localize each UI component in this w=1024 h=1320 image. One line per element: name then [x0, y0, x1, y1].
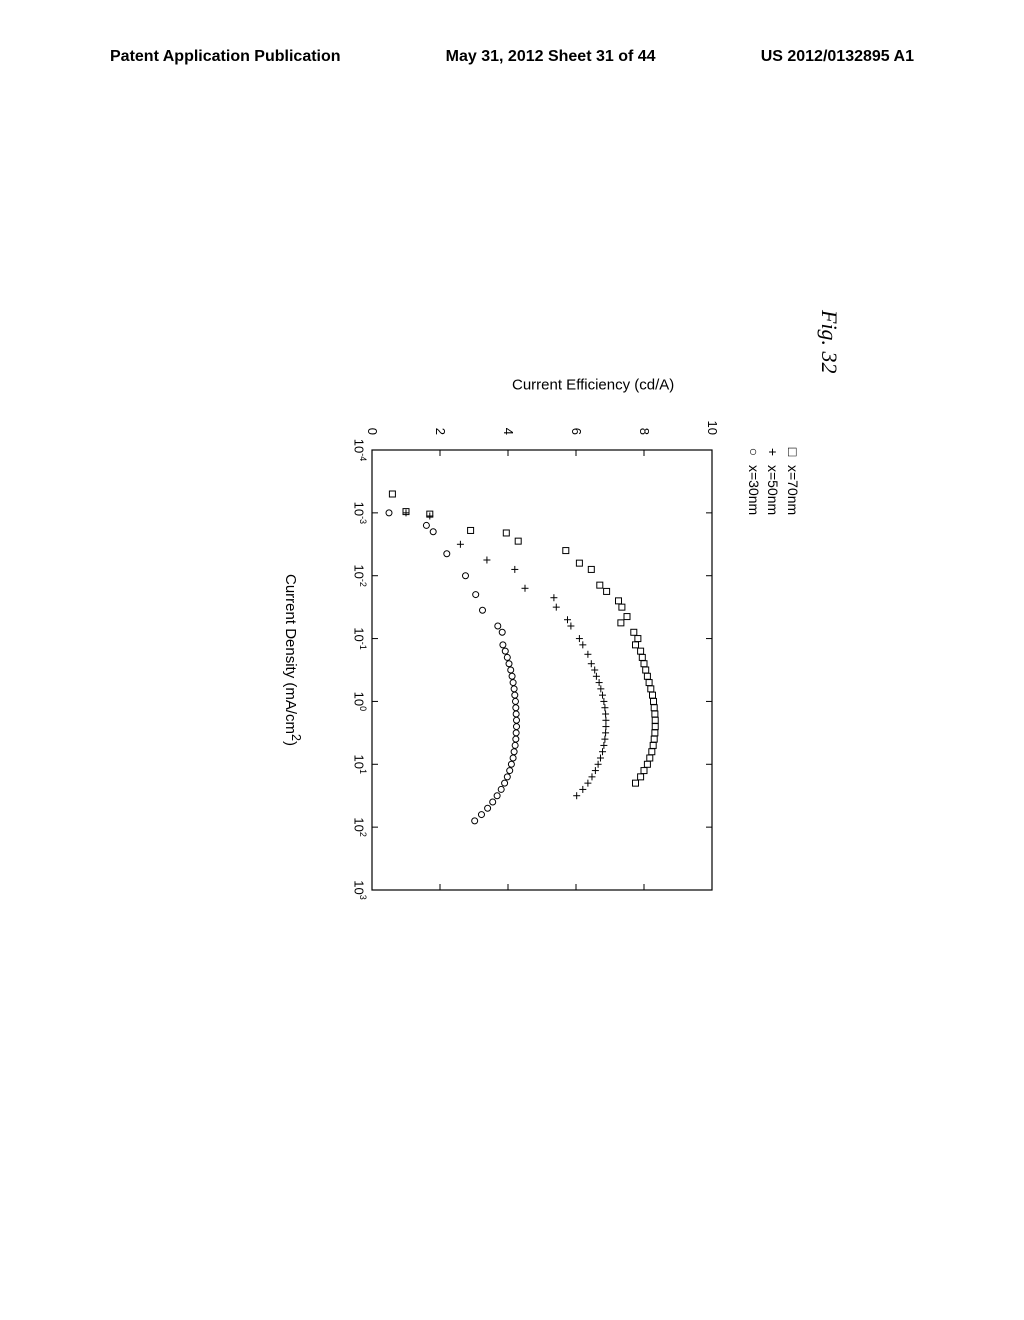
x-tick-label: 100	[352, 686, 368, 716]
efficiency-chart	[342, 440, 722, 900]
legend: □ x=70nm + x=50nm ○ x=30nm	[743, 445, 802, 515]
y-tick-label: 2	[433, 405, 448, 435]
x-tick-label: 101	[352, 749, 368, 779]
figure-container: Fig. 32 □ x=70nm + x=50nm ○ x=30nm Curre…	[212, 310, 812, 1010]
square-marker-icon: □	[782, 445, 802, 459]
figure-label: Fig. 32	[816, 310, 842, 374]
legend-label: x=50nm	[763, 465, 783, 515]
y-tick-label: 4	[501, 405, 516, 435]
y-tick-label: 8	[637, 405, 652, 435]
header-left: Patent Application Publication	[110, 48, 341, 66]
header-center: May 31, 2012 Sheet 31 of 44	[446, 48, 656, 66]
x-tick-label: 103	[352, 875, 368, 905]
chart-area	[342, 440, 722, 900]
legend-item: ○ x=30nm	[743, 445, 763, 515]
y-tick-label: 6	[569, 405, 584, 435]
x-axis-label: Current Density (mA/cm2)	[282, 574, 303, 746]
legend-item: □ x=70nm	[782, 445, 802, 515]
x-tick-label: 10-1	[352, 624, 368, 654]
header-right: US 2012/0132895 A1	[761, 48, 914, 66]
legend-label: x=70nm	[782, 465, 802, 515]
legend-item: + x=50nm	[763, 445, 783, 515]
x-tick-label: 10-3	[352, 498, 368, 528]
legend-label: x=30nm	[743, 465, 763, 515]
y-tick-label: 0	[365, 405, 380, 435]
x-tick-label: 10-4	[352, 435, 368, 465]
y-axis-label: Current Efficiency (cd/A)	[512, 377, 674, 394]
page-header: Patent Application Publication May 31, 2…	[0, 48, 1024, 66]
circle-marker-icon: ○	[743, 445, 763, 459]
plus-marker-icon: +	[763, 445, 783, 459]
y-tick-label: 10	[705, 405, 720, 435]
x-tick-label: 10-2	[352, 561, 368, 591]
x-tick-label: 102	[352, 812, 368, 842]
